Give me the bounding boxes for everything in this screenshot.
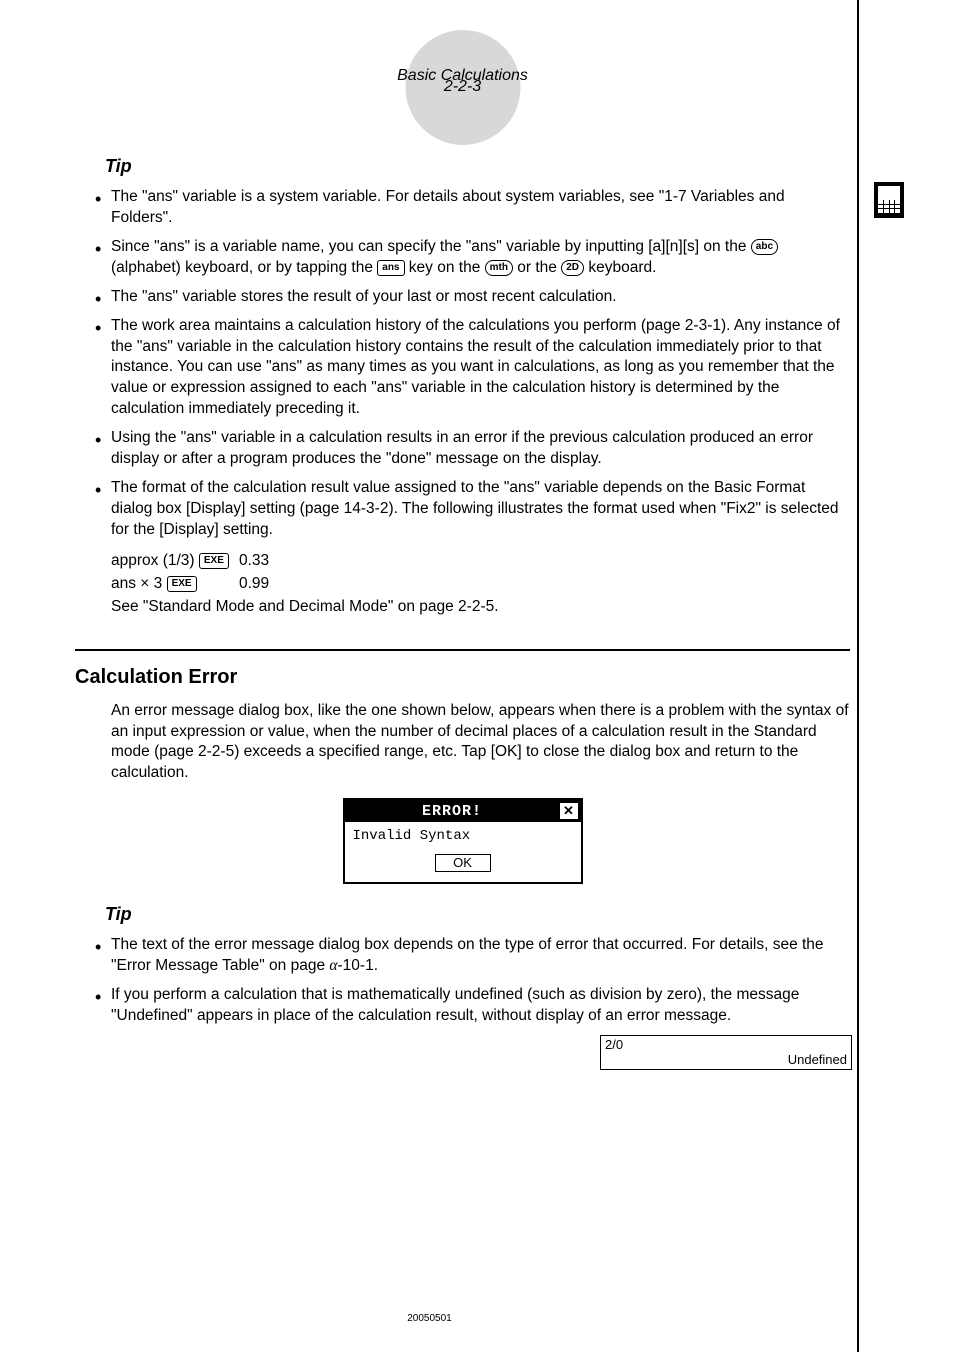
ans-key: ans (377, 260, 404, 276)
tip-heading-2: Tip (105, 904, 850, 925)
calculator-icon (874, 182, 904, 218)
tip-1-list: The "ans" variable is a system variable.… (95, 187, 850, 541)
tip-heading-1: Tip (105, 156, 850, 177)
footer-code: 20050501 (0, 1313, 859, 1324)
tip2-bullet-2: If you perform a calculation that is mat… (95, 985, 850, 1027)
exe-key-1: EXE (199, 553, 229, 569)
undefined-box: 2/0 Undefined (600, 1035, 852, 1070)
tip1-bullet-6: The format of the calculation result val… (95, 478, 850, 541)
right-border (857, 0, 859, 1352)
tip-2-list: The text of the error message dialog box… (95, 935, 850, 1027)
example-row-1: approx (1/3) EXE 0.33 (111, 549, 850, 572)
header-circle: 2-2-3 (405, 30, 520, 145)
2d-key: 2D (561, 260, 584, 276)
section-divider (75, 649, 850, 651)
abc-key: abc (751, 239, 778, 255)
error-message: Invalid Syntax (353, 828, 573, 844)
error-dialog: ERROR! ✕ Invalid Syntax OK (343, 798, 583, 884)
ok-button[interactable]: OK (435, 854, 491, 872)
tip1-bullet-1: The "ans" variable is a system variable.… (95, 187, 850, 229)
example-footnote: See "Standard Mode and Decimal Mode" on … (111, 595, 850, 618)
tip1-bullet-4: The work area maintains a calculation hi… (95, 316, 850, 421)
tip1-bullet-3: The "ans" variable stores the result of … (95, 287, 850, 308)
close-icon[interactable]: ✕ (560, 803, 578, 819)
undefined-result: Undefined (605, 1052, 847, 1067)
section-body: An error message dialog box, like the on… (111, 701, 850, 785)
header-title: Basic Calculations (397, 67, 528, 85)
error-title: ERROR! (345, 803, 560, 820)
mth-key: mth (485, 260, 513, 276)
exe-key-2: EXE (167, 576, 197, 592)
page-content: 2-2-3 Basic Calculations Tip The "ans" v… (75, 20, 850, 1070)
tip2-bullet-1: The text of the error message dialog box… (95, 935, 850, 977)
error-body: Invalid Syntax OK (345, 822, 581, 882)
error-titlebar: ERROR! ✕ (345, 800, 581, 822)
section-heading: Calculation Error (75, 666, 850, 689)
undefined-input: 2/0 (605, 1037, 847, 1052)
example-row-2: ans × 3 EXE 0.99 (111, 572, 850, 595)
tip1-bullet-5: Using the "ans" variable in a calculatio… (95, 428, 850, 470)
example-block: approx (1/3) EXE 0.33 ans × 3 EXE 0.99 S… (111, 549, 850, 619)
tip1-bullet-2: Since "ans" is a variable name, you can … (95, 237, 850, 279)
